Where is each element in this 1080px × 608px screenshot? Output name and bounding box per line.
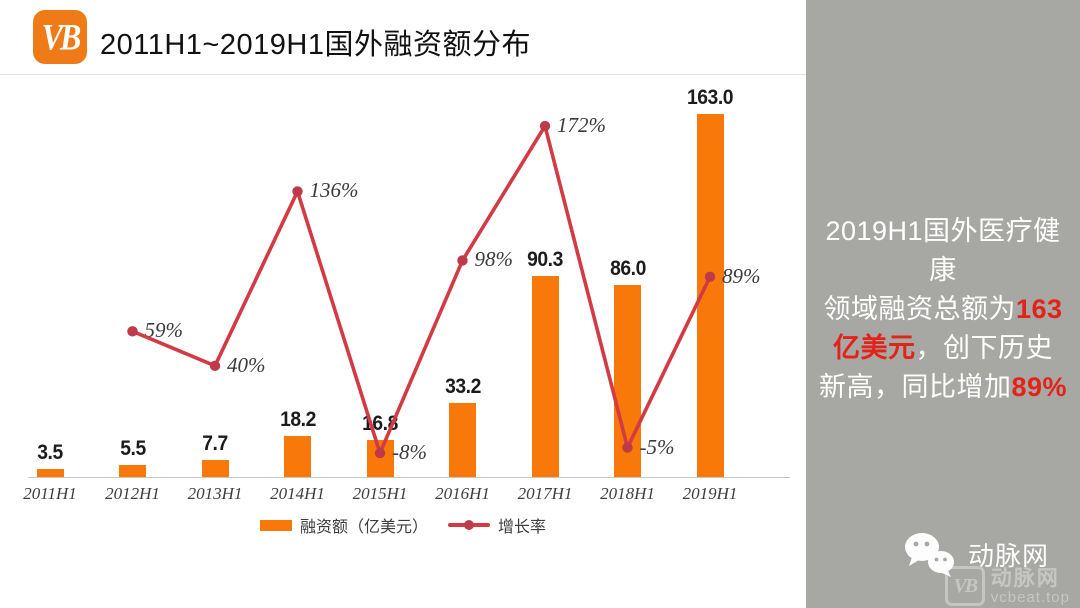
growth-point: [704, 271, 716, 283]
legend-item-bars: 融资额（亿美元）: [259, 513, 428, 537]
bar-value-label: 33.2: [444, 375, 481, 399]
growth-label-2019H1: 89%: [722, 263, 761, 288]
summary-highlight: 亿美元: [833, 333, 916, 363]
bar-value-label: 90.3: [527, 247, 563, 271]
growth-point: [457, 255, 468, 266]
summary-segment: ，创下历史: [915, 333, 1053, 363]
bar-value-label: 5.5: [119, 436, 146, 460]
bar-2015H1: [366, 439, 394, 477]
wechat-account-name: 动脉网: [968, 540, 1050, 571]
summary-highlight: 89%: [1011, 372, 1068, 402]
bar-legend-label: 融资额（亿美元）: [299, 519, 428, 536]
line-legend-marker: [448, 520, 490, 530]
growth-label-2013H1: 40%: [227, 352, 266, 377]
vb-logo-icon: VB: [33, 10, 87, 64]
growth-line-svg: [127, 120, 716, 459]
growth-point: [127, 326, 138, 337]
bar-2011H1: [36, 469, 64, 477]
growth-point: [209, 360, 221, 372]
growth-point: [622, 442, 633, 453]
bar-2016H1: [449, 403, 476, 477]
vb-logo-text: VB: [41, 15, 82, 58]
x-tick-2016H1: 2016H1: [435, 484, 490, 503]
growth-label-2018H1: -5%: [639, 434, 675, 459]
bar-2014H1: [284, 436, 311, 477]
growth-line: [131, 121, 712, 459]
x-tick-2018H1: 2018H1: [600, 484, 655, 503]
growth-label-2017H1: 172%: [557, 113, 606, 138]
vcbeat-watermark-domain: vcbeat.top: [990, 589, 1070, 607]
growth-label-2015H1: -8%: [392, 440, 427, 465]
growth-point: [292, 186, 303, 197]
legend-item-line: 增长率: [448, 513, 546, 537]
x-tick-2011H1: 2011H1: [23, 484, 77, 503]
summary-text: 2019H1国外医疗健康领域融资总额为163 亿美元，创下历史新高，同比增加89%: [816, 212, 1070, 407]
summary-segment: 领域融资总额为: [823, 294, 1016, 324]
vcbeat-watermark-logo: VB: [944, 566, 985, 606]
bar-2017H1: [531, 275, 559, 477]
bar-value-label: 7.7: [202, 431, 228, 455]
page-title: 2011H1~2019H1国外融资额分布: [100, 29, 531, 61]
chart-legend: 融资额（亿美元） 增长率: [0, 513, 806, 537]
x-tick-2014H1: 2014H1: [270, 484, 325, 503]
summary-sidebar: 2019H1国外医疗健康领域融资总额为163 亿美元，创下历史新高，同比增加89%…: [806, 0, 1080, 608]
bar-legend-swatch: [259, 519, 292, 531]
bar-2013H1: [201, 459, 229, 477]
growth-label-2014H1: 136%: [309, 178, 359, 203]
growth-point: [374, 447, 386, 459]
growth-point: [539, 120, 551, 132]
x-axis-line: [28, 477, 790, 478]
bar-2012H1: [119, 464, 146, 477]
x-tick-2015H1: 2015H1: [352, 484, 408, 503]
summary-segment: 新高，同比增加: [818, 372, 1012, 402]
wechat-branding: 动脉网: [902, 531, 1049, 577]
vcbeat-watermark: VB 动脉网 vcbeat.top: [944, 566, 1070, 607]
bar-line-chart: 3.5 2011H1 5.5 2012H1 7.7 2013H1 18.2 2014H1 16.…: [23, 85, 790, 503]
line-legend-label: 增长率: [498, 519, 547, 536]
bar-value-label: 3.5: [37, 441, 63, 465]
vcbeat-watermark-name: 动脉网: [990, 567, 1060, 591]
x-tick-2012H1: 2012H1: [105, 484, 160, 503]
x-tick-2017H1: 2017H1: [517, 484, 573, 503]
summary-highlight: 163: [1015, 294, 1063, 324]
header-divider: [0, 74, 806, 75]
bar-value-label: 18.2: [279, 408, 316, 432]
bar-value-label: 86.0: [609, 257, 646, 281]
x-tick-2019H1: 2019H1: [682, 484, 738, 503]
x-tick-2013H1: 2013H1: [187, 484, 243, 503]
bar-value-label: 163.0: [686, 85, 734, 109]
growth-label-2016H1: 98%: [474, 247, 514, 272]
summary-segment: 2019H1国外医疗健康: [825, 216, 1061, 285]
